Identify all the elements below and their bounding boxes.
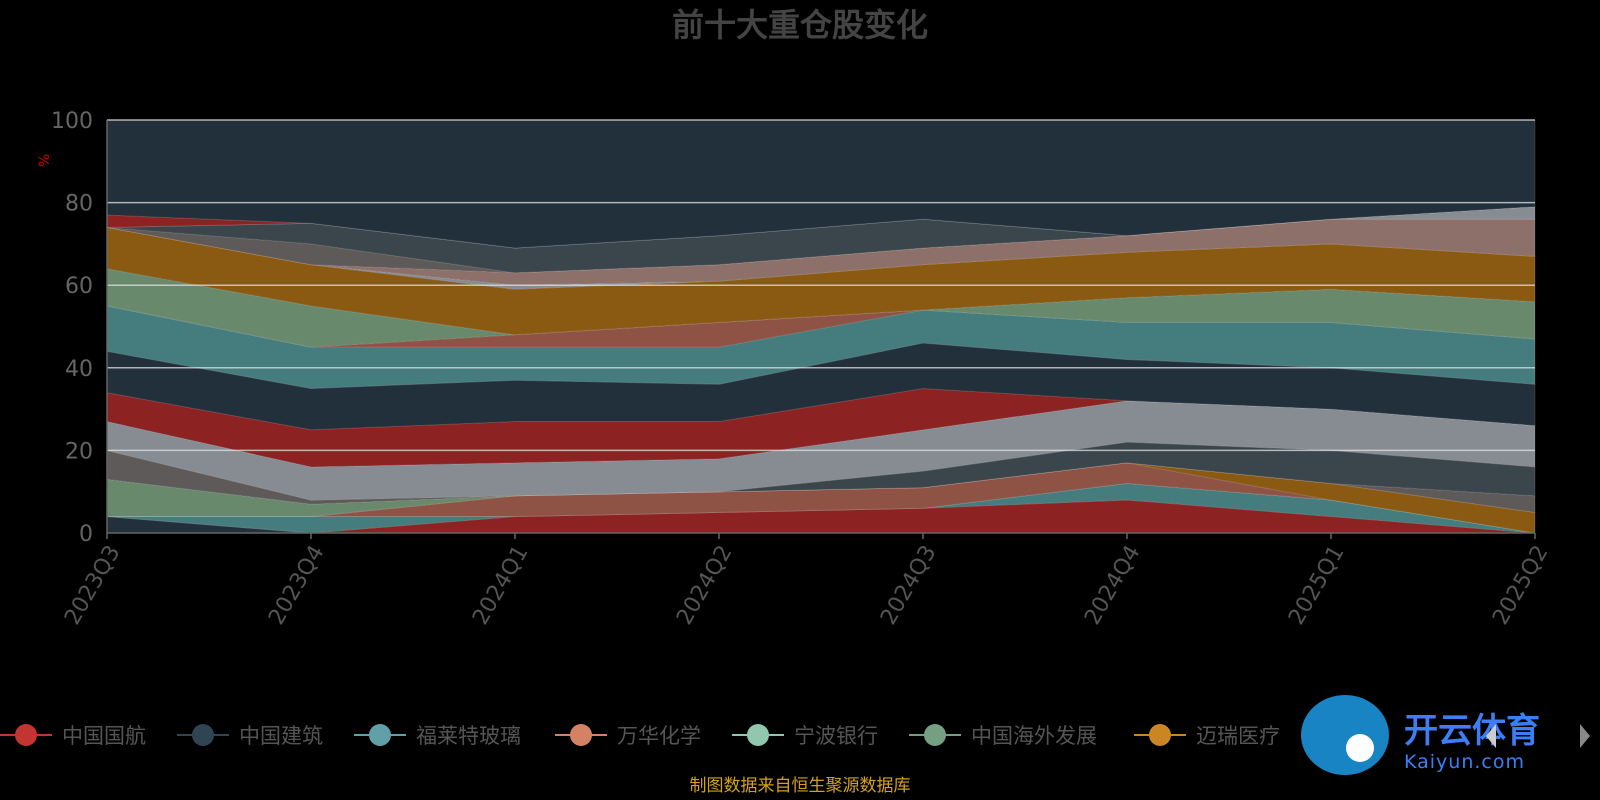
chart-title: 前十大重仓股变化 — [672, 6, 928, 44]
y-tick-label: 0 — [79, 522, 93, 547]
y-tick-label: 100 — [51, 109, 93, 134]
watermark-subtext: Kaiyun.com — [1404, 751, 1525, 773]
x-tick-label: 2024Q1 — [468, 541, 533, 629]
watermark-logo: 开云体育 Kaiyun.com — [1301, 695, 1540, 775]
logo-mark-icon — [1301, 695, 1389, 775]
legend-label: 中国国航 — [62, 724, 146, 748]
legend-item[interactable]: 中国海外发展 — [909, 724, 1097, 748]
legend-marker — [1149, 724, 1171, 746]
area-layer-18 — [106, 218, 1535, 274]
legend-marker — [747, 724, 769, 746]
y-tick-label: 20 — [65, 439, 93, 464]
legend-marker — [15, 724, 37, 746]
x-axis: 2023Q3 2023Q4 2024Q1 2024Q2 2024Q3 2024Q4 2025… — [60, 532, 1554, 629]
x-tick-label: 2025Q1 — [1284, 541, 1349, 629]
legend-item[interactable]: 万华化学 — [555, 724, 701, 748]
legend-item[interactable]: 福莱特玻璃 — [354, 724, 521, 748]
x-tick-label: 2024Q4 — [1080, 541, 1145, 629]
legend-marker — [192, 724, 214, 746]
legend-item[interactable]: 中国国航 — [0, 724, 146, 748]
legend-item[interactable]: 宁波银行 — [732, 724, 878, 748]
legend-label: 福莱特玻璃 — [416, 724, 521, 748]
y-axis-unit: % — [37, 154, 53, 167]
y-tick-label: 80 — [65, 192, 93, 217]
legend-prev-icon[interactable] — [1486, 724, 1496, 748]
y-tick-label: 40 — [65, 357, 93, 382]
area-layer-17 — [106, 218, 1536, 286]
x-tick-label: 2024Q3 — [876, 541, 941, 629]
x-tick-label: 2023Q3 — [60, 541, 125, 629]
x-tick-label: 2023Q4 — [264, 541, 329, 629]
watermark-text: 开云体育 — [1404, 711, 1540, 751]
legend-item[interactable]: 中国建筑 — [177, 724, 323, 748]
legend-label: 中国建筑 — [239, 724, 323, 748]
area-layer-15 — [106, 226, 1536, 336]
legend-marker — [369, 724, 391, 746]
source-note: 制图数据来自恒生聚源数据库 — [690, 776, 911, 796]
legend-item[interactable]: 迈瑞医疗 — [1134, 724, 1280, 748]
legend-marker — [570, 724, 592, 746]
legend-label: 万华化学 — [617, 724, 701, 748]
x-tick-label: 2025Q2 — [1488, 541, 1553, 629]
y-axis: 0 20 40 60 80 100 — [51, 109, 108, 547]
area-layer-7 — [106, 449, 1536, 513]
x-tick-label: 2024Q2 — [672, 541, 737, 629]
legend-label: 迈瑞医疗 — [1196, 724, 1280, 748]
y-tick-label: 60 — [65, 274, 93, 299]
legend-label: 中国海外发展 — [971, 724, 1097, 748]
plot-area — [106, 119, 1536, 534]
legend-pager[interactable] — [1486, 724, 1590, 748]
legend-marker — [924, 724, 946, 746]
legend-label: 宁波银行 — [794, 724, 878, 748]
gridlines — [107, 119, 1535, 452]
legend-next-icon[interactable] — [1580, 724, 1590, 748]
soccer-ball-icon — [1346, 734, 1374, 762]
legend[interactable]: 中国国航 中国建筑 福莱特玻璃 万华化学 宁波银行 中国海外发展 迈瑞医疗 — [0, 724, 1280, 748]
